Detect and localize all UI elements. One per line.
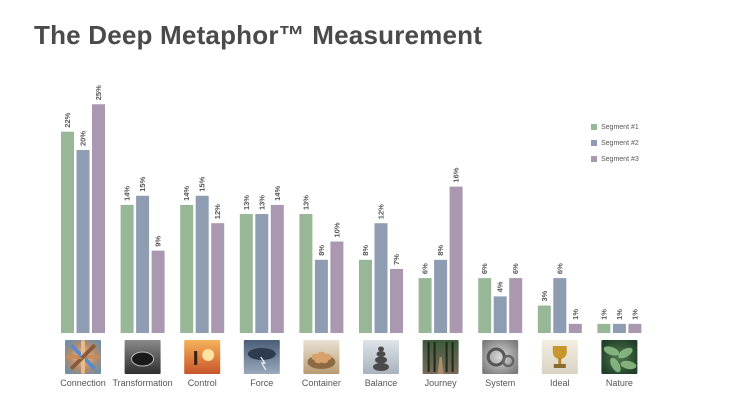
category-label-control: Control [188, 378, 217, 388]
forest-path-icon [422, 340, 459, 374]
bar-ideal-segment-2 [553, 278, 567, 333]
bar-transformation-segment-3 [151, 250, 165, 333]
data-label-connection-segment-3: 25% [94, 85, 103, 100]
chart-legend: Segment #1 Segment #2 Segment #3 [591, 119, 639, 167]
data-label-system-segment-3: 6% [511, 263, 520, 274]
bar-container-segment-2 [314, 259, 328, 333]
category-label-connection: Connection [60, 378, 106, 388]
data-label-connection-segment-2: 20% [79, 131, 88, 146]
bar-control-segment-1 [180, 204, 194, 333]
green-leaves-icon [601, 340, 638, 374]
hands-together-icon [65, 340, 101, 374]
page-title: The Deep Metaphor™ Measurement [34, 20, 483, 50]
bar-system-segment-3 [509, 278, 523, 333]
bar-journey-segment-2 [434, 259, 448, 333]
data-label-balance-segment-1: 8% [361, 245, 370, 256]
bar-ideal-segment-1 [537, 305, 551, 333]
bar-journey-segment-3 [449, 186, 463, 333]
bar-ideal-segment-3 [568, 323, 582, 333]
category-label-journey: Journey [425, 378, 458, 388]
bar-control-segment-3 [211, 223, 225, 333]
bar-balance-segment-3 [390, 268, 403, 333]
data-label-system-segment-1: 6% [480, 263, 489, 274]
data-label-journey-segment-2: 8% [436, 245, 445, 256]
data-label-container-segment-3: 10% [332, 222, 341, 237]
category-label-force: Force [250, 378, 273, 388]
data-label-nature-segment-2: 1% [615, 309, 624, 320]
data-label-ideal-segment-1: 3% [540, 290, 549, 301]
category-label-nature: Nature [606, 378, 633, 388]
bar-force-segment-3 [270, 204, 284, 333]
data-label-connection-segment-1: 22% [63, 112, 72, 127]
data-label-force-segment-2: 13% [257, 195, 266, 210]
data-label-journey-segment-1: 6% [421, 263, 430, 274]
legend-swatch-segment-3 [591, 156, 597, 162]
storm-clouds-icon [243, 340, 280, 374]
legend-swatch-segment-2 [591, 140, 597, 146]
data-label-system-segment-2: 4% [496, 281, 505, 292]
data-label-container-segment-2: 8% [317, 245, 326, 256]
bar-nature-segment-3 [628, 323, 642, 333]
bar-control-segment-2 [195, 195, 209, 333]
bar-system-segment-2 [493, 296, 507, 333]
category-label-transformation: Transformation [113, 378, 173, 388]
bar-system-segment-1 [478, 278, 492, 333]
data-label-ideal-segment-2: 6% [555, 263, 564, 274]
data-label-journey-segment-3: 16% [452, 167, 461, 182]
legend-item-segment-2: Segment #2 [591, 135, 639, 151]
bar-balance-segment-1 [359, 259, 372, 333]
data-label-control-segment-2: 15% [198, 176, 207, 191]
bar-container-segment-3 [330, 241, 344, 333]
data-label-transformation-segment-1: 14% [123, 186, 132, 201]
bar-transformation-segment-1 [120, 204, 134, 333]
category-label-ideal: Ideal [550, 378, 570, 388]
bar-connection-segment-2 [76, 150, 90, 333]
legend-label-segment-2: Segment #2 [601, 139, 639, 147]
gears-icon [482, 340, 519, 374]
data-label-force-segment-1: 13% [242, 195, 251, 210]
bar-transformation-segment-2 [136, 195, 150, 333]
bar-force-segment-1 [239, 214, 253, 333]
data-label-transformation-segment-3: 9% [154, 235, 163, 246]
category-label-system: System [485, 378, 515, 388]
legend-swatch-segment-1 [591, 124, 597, 130]
legend-item-segment-3: Segment #3 [591, 151, 639, 167]
data-label-ideal-segment-3: 1% [571, 309, 580, 320]
coffee-cup-icon [124, 340, 161, 374]
bar-balance-segment-2 [374, 223, 388, 333]
data-label-nature-segment-3: 1% [630, 309, 639, 320]
data-label-control-segment-1: 14% [182, 186, 191, 201]
bar-nature-segment-2 [612, 323, 626, 333]
bar-force-segment-2 [255, 214, 269, 333]
bar-journey-segment-1 [418, 278, 432, 333]
sunset-figure-icon [184, 340, 221, 374]
eggs-in-basket-icon [303, 340, 340, 374]
data-label-control-segment-3: 12% [213, 204, 222, 219]
data-label-balance-segment-3: 7% [392, 254, 401, 265]
category-label-container: Container [302, 378, 341, 388]
bar-connection-segment-3 [92, 104, 105, 333]
bar-nature-segment-1 [597, 323, 611, 333]
data-label-balance-segment-2: 12% [377, 204, 386, 219]
legend-label-segment-1: Segment #1 [601, 123, 639, 131]
stacked-stones-icon [363, 340, 399, 374]
category-label-balance: Balance [365, 378, 398, 388]
legend-label-segment-3: Segment #3 [601, 155, 639, 163]
data-label-nature-segment-1: 1% [599, 309, 608, 320]
data-label-force-segment-3: 14% [273, 186, 282, 201]
trophy-icon [541, 340, 578, 374]
legend-item-segment-1: Segment #1 [591, 119, 639, 135]
bar-connection-segment-1 [61, 131, 74, 333]
bar-container-segment-1 [299, 214, 313, 333]
data-label-transformation-segment-2: 15% [138, 176, 147, 191]
data-label-container-segment-1: 13% [301, 195, 310, 210]
